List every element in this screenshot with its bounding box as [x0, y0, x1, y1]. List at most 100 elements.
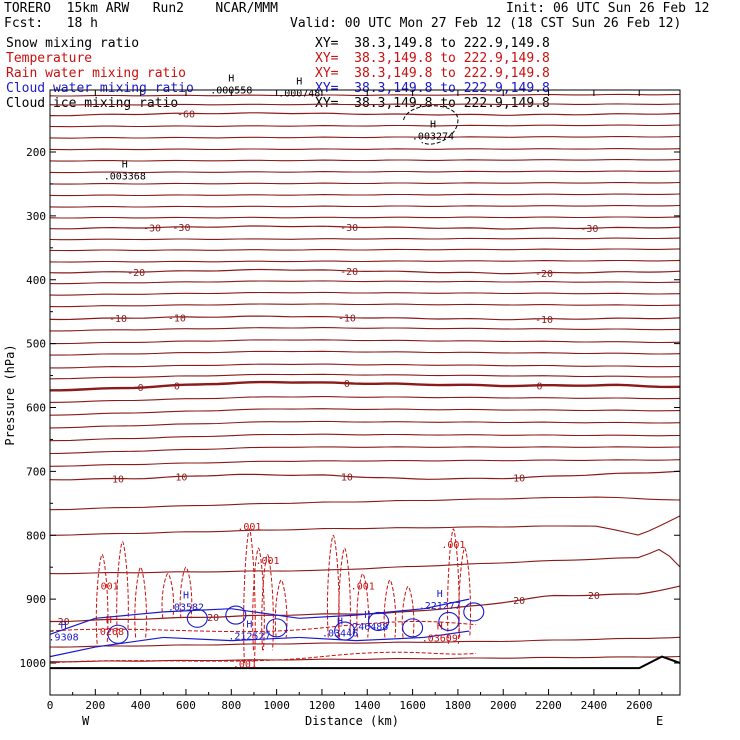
cloud-water-contour [49, 617, 96, 635]
temperature-label: 0 [536, 382, 542, 393]
temperature-label: -30 [172, 223, 190, 234]
rain-contour [243, 528, 256, 664]
temperature-contour [49, 433, 681, 442]
rain-contour-label: .001 [441, 540, 465, 551]
cloud-water-contour [355, 636, 424, 642]
snow-contour [403, 105, 459, 145]
rain-contour [383, 579, 397, 638]
y-tick-label: 800 [26, 529, 46, 542]
cloud-water-cell [334, 621, 356, 641]
temperature-contour [49, 204, 681, 208]
temperature-contour [49, 181, 681, 185]
cloud-water-label-max-marker: H [246, 619, 252, 630]
temperature-label: 20 [513, 596, 525, 607]
rain-contour [134, 566, 147, 638]
temperature-label: 10 [341, 472, 353, 483]
legend-rain-name: Rain water mixing ratio [6, 66, 187, 81]
temperature-label: 10 [513, 474, 525, 485]
rain-contour [356, 573, 370, 638]
rain-contour-label: .001 [256, 556, 280, 567]
cloud-water-contour [95, 611, 164, 619]
x-tick-label: 1800 [445, 699, 472, 712]
y-tick-label: 700 [26, 465, 46, 478]
cloud-water-label: .9308 [49, 633, 79, 644]
header-valid: Valid: 00 UTC Mon 27 Feb 12 (18 CST Sun … [290, 16, 682, 31]
temperature-label: 20 [588, 591, 600, 602]
temperature-label: -10 [109, 314, 127, 325]
cloud-water-cell [266, 618, 288, 638]
temperature-label: -10 [338, 313, 356, 324]
x-tick-label: 1400 [354, 699, 381, 712]
legend-rain-xy: XY= 38.3,149.8 to 222.9,149.8 [315, 66, 550, 81]
cloud-water-label-max-marker: H [364, 610, 370, 621]
temperature-contour [49, 459, 681, 467]
temperature-contour [49, 135, 681, 139]
cloud-water-label: .212527 [228, 631, 270, 642]
rain-contour [401, 585, 415, 638]
temperature-contour [50, 327, 681, 332]
snow-label-max-marker: H [228, 73, 234, 84]
header-fcst: Fcst: 18 h [4, 16, 98, 31]
temperature-contour [50, 339, 681, 345]
cloud-water-cell [463, 602, 485, 622]
temperature-label: -20 [127, 268, 145, 279]
temperature-contour [49, 103, 681, 106]
rain-contour [116, 541, 129, 638]
temperature-contour [50, 363, 681, 369]
rain-contour [179, 566, 193, 619]
x-tick-label: 1200 [309, 699, 336, 712]
header-title: TORERO 15km ARW Run2 NCAR/MMM [4, 1, 278, 16]
x-axis-title: Distance (km) [305, 714, 399, 728]
cloud-water-cell [107, 624, 129, 644]
x-tick-label: 2400 [581, 699, 608, 712]
temperature-label: -30 [143, 224, 161, 235]
temperature-contour [49, 636, 681, 648]
y-tick-label: 200 [26, 146, 46, 159]
cloud-water-contour [423, 630, 470, 639]
y-tick-label: 600 [26, 402, 46, 415]
axes: 0 200 400 600 800 1000 1200 1400 1600 1800 2000 220… [20, 90, 680, 712]
temperature-contour [49, 193, 681, 197]
rain-contour [326, 534, 340, 638]
rain-contour [49, 621, 477, 633]
rain-max-label-max-marker: H [437, 621, 443, 632]
legend-snow-name: Snow mixing ratio [6, 36, 140, 51]
x-tick-label: 1600 [399, 699, 426, 712]
rain-contour [95, 553, 109, 644]
rain-max-label: .0268 [94, 627, 124, 638]
y-tick-label: 500 [26, 338, 46, 351]
x-axis-west-label: W [82, 714, 90, 728]
temperature-contour [49, 315, 681, 321]
cloud-water-label-max-marker: H [61, 621, 67, 632]
temperature-label: 20 [207, 613, 219, 624]
cloud-water-contour [231, 636, 300, 642]
x-tick-label: 1000 [263, 699, 290, 712]
temperature-contour [49, 291, 681, 296]
cloud-water-label: .03582 [168, 603, 204, 614]
cloud-water-cell [402, 618, 424, 638]
x-tick-label: 600 [176, 699, 196, 712]
temperature-contour [49, 548, 681, 575]
temperature-contour [50, 380, 681, 392]
temperature-contours [49, 93, 681, 670]
temperature-contour [49, 408, 681, 416]
temperature-contour [49, 93, 681, 97]
rain-contour [161, 573, 175, 619]
surface-line [50, 655, 681, 670]
temperature-label: -30 [340, 223, 358, 234]
legend-temperature-name: Temperature [6, 51, 93, 66]
x-tick-label: 0 [47, 699, 54, 712]
x-axis-east-label: E [656, 714, 663, 728]
cloud-water-contour [95, 636, 164, 648]
temperature-contour [49, 396, 681, 403]
temperature-contour [49, 496, 681, 511]
y-tick-label: 1000 [20, 657, 47, 670]
x-tick-label: 800 [221, 699, 241, 712]
y-tick-label: 900 [26, 593, 46, 606]
temperature-label: -10 [168, 313, 186, 324]
temperature-contour [49, 280, 681, 285]
cloud-water-cell [438, 611, 460, 632]
temperature-contour [49, 248, 681, 252]
header-init: Init: 06 UTC Sun 26 Feb 12 [506, 1, 710, 16]
temperature-contour [49, 420, 681, 429]
